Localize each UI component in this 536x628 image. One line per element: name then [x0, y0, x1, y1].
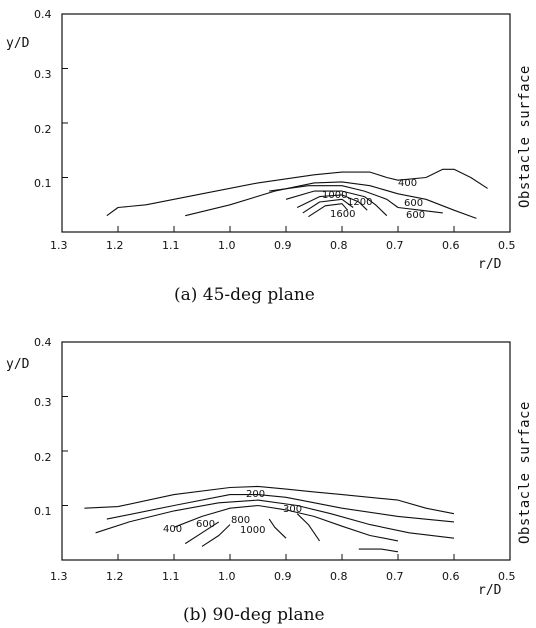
contour-line	[269, 185, 443, 214]
x-tick-label: 0.7	[386, 570, 404, 583]
contour-line	[302, 198, 354, 214]
contour-lines	[106, 168, 488, 219]
contour-line	[268, 518, 287, 539]
contour-line	[106, 168, 488, 217]
x-tick-label: 1.0	[218, 239, 236, 252]
x-tick-label: 1.2	[106, 239, 124, 252]
contour-label: 800	[231, 515, 250, 526]
tick-marks	[61, 341, 511, 560]
x-tick-label: 0.6	[442, 570, 460, 583]
contour-label: 300	[283, 504, 302, 515]
y-axis-label: y/D	[6, 36, 30, 51]
contour-line	[296, 194, 368, 211]
tick-marks	[61, 13, 511, 232]
panel-b: 0.4 y/D 0.3 0.2 0.1 1.3 1.2 1.1 1.0 0.9 …	[6, 336, 533, 625]
contour-label: 400	[398, 178, 417, 189]
contour-label: 600	[404, 198, 423, 209]
x-tick-label: 1.0	[218, 570, 236, 583]
y-tick-label: 0.3	[34, 68, 52, 81]
y-tick-label: 0.2	[34, 123, 52, 136]
y-tick-label: 0.4	[34, 336, 52, 349]
x-tick-label: 0.6	[442, 239, 460, 252]
contour-label: 1600	[330, 209, 355, 220]
y-tick-label: 0.2	[34, 451, 52, 464]
contour-lines	[84, 485, 455, 553]
contour-label: 1000	[322, 190, 347, 201]
x-tick-label: 1.2	[106, 570, 124, 583]
y-tick-label: 0.1	[34, 505, 52, 518]
y-tick-label: 0.3	[34, 396, 52, 409]
contour-label: 600	[196, 519, 215, 530]
x-tick-label: 0.9	[274, 570, 292, 583]
y-tick-label: 0.1	[34, 177, 52, 190]
contour-label: 1200	[347, 197, 372, 208]
contour-line	[285, 190, 388, 217]
contour-label: 400	[163, 524, 182, 535]
x-tick-label: 1.1	[162, 239, 180, 252]
contour-label: 600	[406, 210, 425, 221]
x-tick-label: 0.5	[498, 239, 516, 252]
x-axis-label: r/D	[478, 583, 502, 598]
y-axis-label: y/D	[6, 357, 30, 372]
contour-line	[185, 181, 477, 219]
x-tick-label: 1.1	[162, 570, 180, 583]
x-tick-label: 0.9	[274, 239, 292, 252]
contour-line	[95, 499, 455, 539]
contour-line	[106, 494, 455, 523]
contour-line	[201, 524, 231, 547]
contour-line	[173, 504, 399, 542]
contour-label: 1000	[240, 525, 265, 536]
panel-caption: (b) 90-deg plane	[183, 605, 325, 625]
contour-line	[358, 548, 399, 553]
panel-caption: (a) 45-deg plane	[174, 285, 315, 305]
x-tick-label: 0.5	[498, 570, 516, 583]
plot-frame	[61, 341, 511, 561]
x-tick-label: 1.3	[50, 239, 68, 252]
x-axis-label: r/D	[478, 257, 502, 272]
x-tick-label: 1.3	[50, 570, 68, 583]
x-tick-label: 0.8	[330, 239, 348, 252]
obstacle-surface-label: Obstacle surface	[517, 65, 533, 208]
contour-line	[296, 513, 321, 542]
contour-line	[308, 203, 349, 218]
x-tick-label: 0.7	[386, 239, 404, 252]
contour-line	[184, 521, 220, 545]
panel-a: 0.4 y/D 0.3 0.2 0.1 1.3 1.2 1.1 1.0 0.9 …	[6, 8, 533, 305]
x-tick-label: 0.8	[330, 570, 348, 583]
contour-label: 200	[246, 489, 265, 500]
contour-line	[84, 485, 455, 515]
obstacle-surface-label: Obstacle surface	[517, 401, 533, 544]
y-tick-label: 0.4	[34, 8, 52, 21]
